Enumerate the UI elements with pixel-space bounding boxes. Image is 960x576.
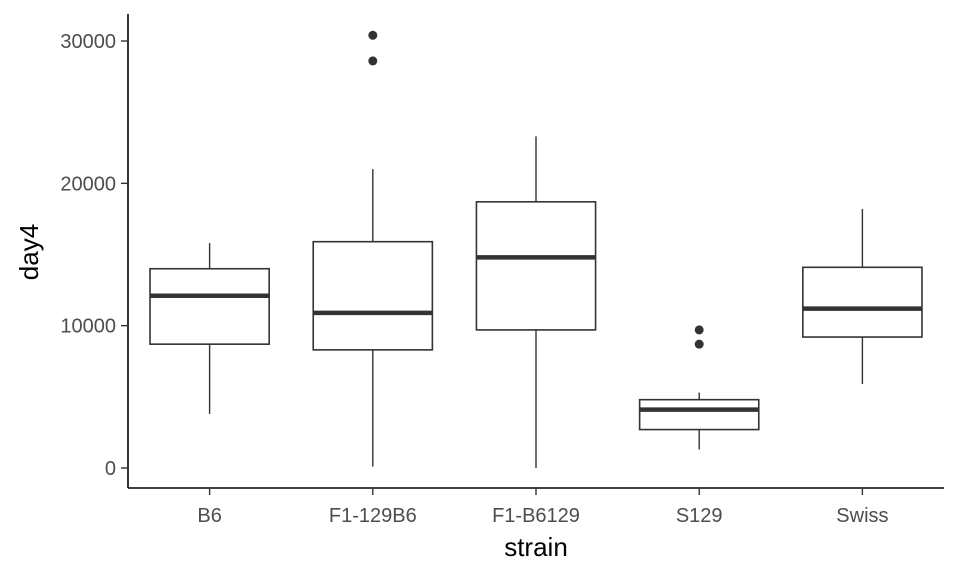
box-f1-129b6 xyxy=(312,30,434,467)
x-axis: B6 F1-129B6 F1-B6129 S129 Swiss xyxy=(128,487,944,527)
y-tick-label: 20000 xyxy=(60,173,116,195)
iqr-box xyxy=(149,267,270,345)
outlier-point xyxy=(694,339,704,349)
iqr-box xyxy=(475,201,597,331)
outlier-point xyxy=(368,56,378,66)
outlier-point xyxy=(694,325,704,335)
x-tick-label: F1-129B6 xyxy=(329,505,417,527)
box-s129 xyxy=(638,325,760,450)
box-swiss xyxy=(802,208,923,385)
y-tick-label: 10000 xyxy=(60,316,116,338)
y-axis-title: day4 xyxy=(14,224,44,280)
x-tick-label: Swiss xyxy=(836,505,888,527)
x-tick-label: S129 xyxy=(676,505,723,527)
y-tick-label: 0 xyxy=(105,458,116,480)
plot-area xyxy=(149,30,923,468)
x-tick-label: F1-B6129 xyxy=(492,505,580,527)
x-tick-label: B6 xyxy=(197,505,221,527)
box-b6 xyxy=(149,243,270,414)
box-f1-b6129 xyxy=(475,136,597,468)
iqr-box xyxy=(802,266,923,338)
x-axis-title: strain xyxy=(504,532,568,562)
y-tick-label: 30000 xyxy=(60,31,116,53)
outlier-point xyxy=(368,30,378,40)
y-axis: 0 10000 20000 30000 xyxy=(60,14,129,488)
iqr-box xyxy=(638,398,760,431)
iqr-box xyxy=(312,240,434,351)
